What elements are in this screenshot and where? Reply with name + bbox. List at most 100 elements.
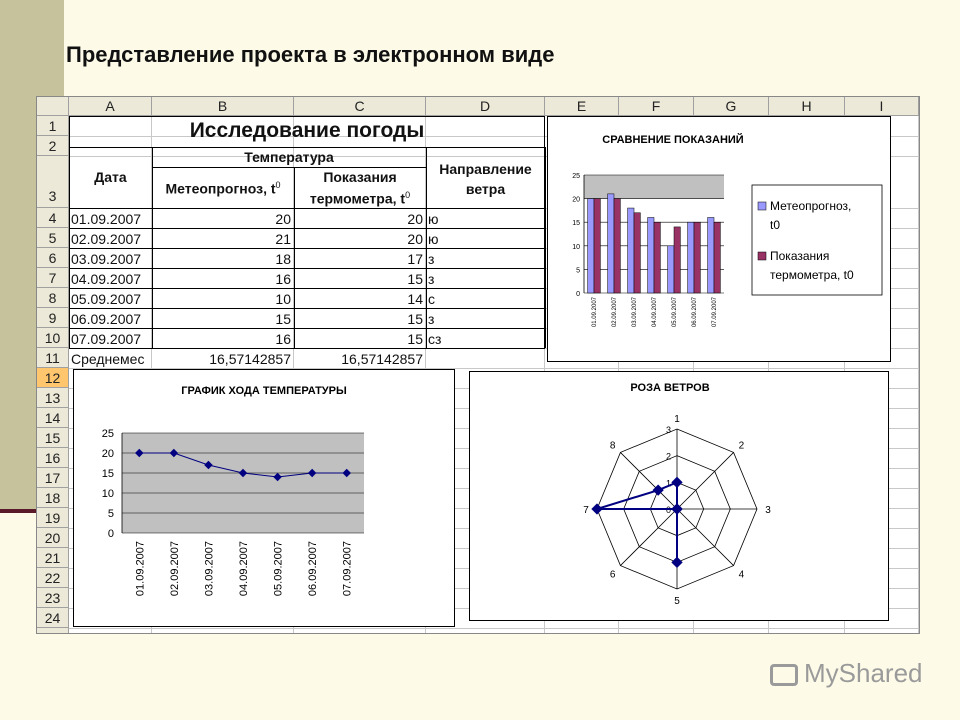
row-header-11[interactable]: 11 — [37, 348, 69, 368]
row-header-1[interactable]: 1 — [37, 116, 69, 136]
column-header-c[interactable]: C — [294, 97, 426, 116]
cell-thermo[interactable]: 17 — [407, 251, 423, 267]
row-header-14[interactable]: 14 — [37, 408, 69, 428]
cell-forecast[interactable]: 16 — [275, 271, 291, 287]
table-border — [152, 147, 153, 348]
gridline-h — [69, 628, 919, 629]
row-header-21[interactable]: 21 — [37, 548, 69, 568]
cell-thermo[interactable]: 15 — [407, 311, 423, 327]
cell-date[interactable]: 03.09.2007 — [71, 251, 142, 267]
y-tick-label: 5 — [576, 267, 580, 274]
table-border — [69, 116, 70, 348]
cell-thermo[interactable]: 14 — [407, 291, 423, 307]
table-border — [544, 116, 545, 348]
data-point — [169, 448, 179, 458]
column-header-a[interactable]: A — [69, 97, 152, 116]
radar-tick-label: 3 — [666, 425, 671, 435]
thermo-header-line2: термометра, t0 — [309, 190, 411, 207]
bar-thermo — [713, 221, 721, 294]
x-tick-label: 03.09.2007 — [203, 541, 215, 596]
cell-thermo[interactable]: 15 — [407, 271, 423, 287]
table-title: Исследование погоды — [189, 119, 425, 142]
row-header-12[interactable]: 12 — [37, 368, 69, 388]
comparison-chart[interactable]: СРАВНЕНИЕ ПОКАЗАНИЙ 0 5 10 15 20 25 01.09.2007 0… — [547, 116, 891, 362]
cell-date[interactable]: 01.09.2007 — [71, 211, 142, 227]
cell-thermo[interactable]: 15 — [407, 331, 423, 347]
cell-date[interactable]: 02.09.2007 — [71, 231, 142, 247]
table-border — [69, 248, 545, 249]
x-tick-label: 03.09.2007 — [632, 296, 638, 327]
data-point — [591, 503, 603, 515]
row-header-10[interactable]: 10 — [37, 328, 69, 348]
cell-date[interactable]: 04.09.2007 — [71, 271, 142, 287]
logo-icon — [770, 664, 798, 687]
radar-category-label: 8 — [610, 441, 616, 452]
temperature-chart[interactable]: ГРАФИК ХОДА ТЕМПЕРАТУРЫ 0 5 10 15 20 25 01.09.2… — [73, 369, 455, 627]
table-border — [152, 167, 426, 168]
wind-rose-chart[interactable]: РОЗА ВЕТРОВ 1 2 3 4 5 6 7 8 0 1 2 3 — [469, 371, 889, 621]
row-header-25[interactable]: 25 — [37, 628, 69, 633]
row-header-7[interactable]: 7 — [37, 268, 69, 288]
cell-forecast[interactable]: 20 — [275, 211, 291, 227]
column-header-i[interactable]: I — [845, 97, 919, 116]
comparison-chart-svg: СРАВНЕНИЕ ПОКАЗАНИЙ 0 5 10 15 20 25 01.09.2007 0… — [572, 133, 883, 327]
row-header-17[interactable]: 17 — [37, 468, 69, 488]
row-header-5[interactable]: 5 — [37, 228, 69, 248]
cell-wind[interactable]: з — [428, 311, 435, 327]
column-header-d[interactable]: D — [426, 97, 545, 116]
average-label[interactable]: Среднемес — [71, 351, 145, 367]
column-header-h[interactable]: H — [769, 97, 845, 116]
cell-forecast[interactable]: 10 — [275, 291, 291, 307]
row-header-22[interactable]: 22 — [37, 568, 69, 588]
row-header-19[interactable]: 19 — [37, 508, 69, 528]
cell-forecast[interactable]: 16 — [275, 331, 291, 347]
radar-tick-label: 2 — [666, 452, 671, 462]
cell-wind[interactable]: сз — [428, 331, 442, 347]
bar-thermo — [613, 198, 621, 294]
row-header-4[interactable]: 4 — [37, 208, 69, 228]
radar-tick-label: 1 — [666, 478, 671, 488]
forecast-header: Метеопрогноз, t0 — [165, 180, 281, 197]
select-all-corner[interactable] — [37, 97, 69, 116]
row-header-20[interactable]: 20 — [37, 528, 69, 548]
radar-category-label: 6 — [610, 569, 616, 580]
cell-date[interactable]: 05.09.2007 — [71, 291, 142, 307]
row-header-6[interactable]: 6 — [37, 248, 69, 268]
cell-wind[interactable]: ю — [428, 231, 439, 247]
bar-thermo — [593, 198, 601, 294]
row-header-18[interactable]: 18 — [37, 488, 69, 508]
row-header-23[interactable]: 23 — [37, 588, 69, 608]
average-forecast[interactable]: 16,57142857 — [209, 351, 291, 367]
row-header-24[interactable]: 24 — [37, 608, 69, 628]
row-header-13[interactable]: 13 — [37, 388, 69, 408]
average-thermo[interactable]: 16,57142857 — [341, 351, 423, 367]
radar-category-label: 5 — [674, 596, 680, 607]
row-header-16[interactable]: 16 — [37, 448, 69, 468]
cell-wind[interactable]: с — [428, 291, 435, 307]
cell-forecast[interactable]: 21 — [275, 231, 291, 247]
y-tick-label: 5 — [108, 508, 114, 520]
cell-wind[interactable]: з — [428, 271, 435, 287]
data-point — [204, 460, 213, 470]
row-header-2[interactable]: 2 — [37, 136, 69, 156]
column-header-f[interactable]: F — [619, 97, 694, 116]
cell-forecast[interactable]: 18 — [275, 251, 291, 267]
row-header-8[interactable]: 8 — [37, 288, 69, 308]
x-tick-label: 01.09.2007 — [134, 541, 146, 596]
cell-date[interactable]: 07.09.2007 — [71, 331, 142, 347]
cell-thermo[interactable]: 20 — [407, 231, 423, 247]
column-header-e[interactable]: E — [545, 97, 619, 116]
bar-forecast — [707, 217, 715, 294]
cell-wind[interactable]: ю — [428, 211, 439, 227]
y-tick-label: 15 — [102, 468, 114, 480]
row-header-9[interactable]: 9 — [37, 308, 69, 328]
row-header-3[interactable]: 3 — [37, 156, 69, 208]
cell-forecast[interactable]: 15 — [275, 311, 291, 327]
column-header-b[interactable]: B — [152, 97, 294, 116]
column-header-g[interactable]: G — [694, 97, 769, 116]
cell-thermo[interactable]: 20 — [407, 211, 423, 227]
cell-date[interactable]: 06.09.2007 — [71, 311, 142, 327]
row-header-15[interactable]: 15 — [37, 428, 69, 448]
y-tick-label: 25 — [572, 173, 580, 180]
cell-wind[interactable]: з — [428, 251, 435, 267]
